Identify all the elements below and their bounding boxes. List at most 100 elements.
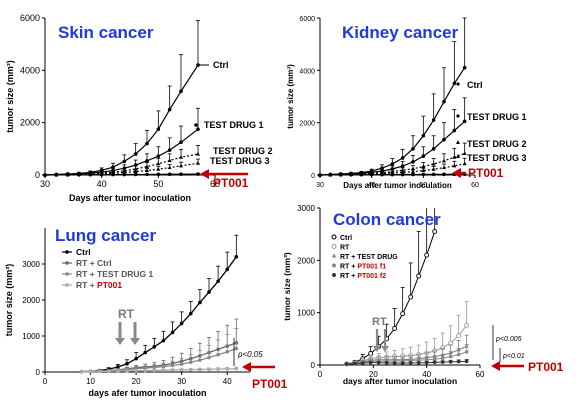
data-point (424, 252, 430, 258)
data-point (198, 367, 202, 372)
data-point (456, 333, 462, 339)
data-point (400, 172, 405, 177)
data-point (179, 89, 183, 94)
data-point (179, 172, 183, 177)
legend-marker (65, 250, 69, 254)
data-point (167, 148, 172, 152)
data-point (216, 279, 220, 284)
data-point (156, 161, 161, 166)
legend-label: RT (340, 245, 350, 252)
data-point (156, 127, 161, 132)
legend-marker (332, 273, 336, 277)
data-point (234, 346, 239, 351)
data-point (225, 367, 230, 371)
x-tick-label: 30 (316, 182, 324, 189)
data-point (152, 368, 157, 373)
rt-annotation: RT (118, 307, 135, 321)
y-tick-label: 0 (311, 361, 316, 370)
legend-label: Ctrl (340, 235, 352, 242)
legend-label-drug: PT001 f1 (357, 264, 386, 271)
label-marker (456, 114, 460, 118)
panel-title: Lung cancer (55, 226, 156, 245)
legend-label: Ctrl (76, 247, 91, 257)
y-tick-label: 6000 (20, 13, 40, 23)
data-point (161, 338, 166, 343)
pt001-label: PT001 (252, 377, 288, 391)
data-point (134, 368, 138, 373)
data-point (99, 172, 104, 177)
data-point (452, 128, 457, 133)
data-point (421, 172, 426, 177)
data-point (167, 158, 172, 163)
data-point (360, 361, 365, 365)
y-tick-label: 4000 (20, 65, 40, 75)
data-point (338, 173, 343, 177)
series-end-label: Ctrl (213, 60, 229, 70)
y-axis-label: tumor size (mm³) (282, 252, 292, 321)
x-tick-label: 20 (132, 377, 141, 386)
data-point (456, 352, 461, 357)
pt001-arrow-head (242, 362, 251, 372)
data-point (216, 352, 220, 357)
data-point (452, 155, 457, 159)
data-point (143, 366, 148, 370)
y-axis-label: tumor size (mm³) (4, 264, 14, 337)
data-point (416, 273, 422, 279)
skin-cancer-panel: 30 40 50 60 0 2000 4000 6000 Days after tumor in… (5, 13, 273, 203)
label-marker (456, 154, 460, 158)
p-value: p<0.05 (237, 350, 263, 359)
series-line (81, 347, 237, 373)
data-point (400, 311, 406, 317)
data-point (464, 322, 470, 328)
data-point (392, 325, 398, 331)
y-tick-label: 3000 (297, 204, 315, 213)
legend-marker (331, 234, 337, 240)
rt-arrow-head (373, 346, 381, 352)
y-axis-label: tumor size (mm³) (286, 64, 295, 129)
x-tick-label: 30 (40, 179, 50, 189)
data-point (400, 156, 405, 160)
data-point (207, 367, 211, 372)
panel-title: Colon cancer (333, 210, 441, 229)
data-point (392, 361, 397, 365)
legend-label: RT + PT001 (76, 280, 122, 290)
legend-label-prefix: RT + (76, 280, 97, 290)
data-point (161, 364, 166, 369)
data-point (432, 360, 437, 365)
data-point (97, 369, 102, 374)
data-point (440, 356, 445, 360)
data-point (143, 368, 148, 373)
data-point (156, 172, 161, 177)
data-point (225, 350, 230, 354)
data-point (207, 355, 211, 360)
series-end-label: Ctrl (467, 80, 483, 90)
y-axis-label: tumor size (mm³) (5, 60, 15, 133)
data-point (416, 358, 421, 363)
data-point (196, 127, 200, 132)
data-point (442, 137, 446, 142)
data-point (442, 172, 446, 177)
data-point (390, 162, 395, 166)
pt001-arrow-head (491, 361, 500, 371)
series-end-label: TEST DRUG 2 (213, 146, 273, 156)
data-point (122, 172, 127, 177)
data-point (456, 359, 461, 364)
x-axis-label: days afer tumor inoculation (88, 388, 206, 398)
panel-title: Kidney cancer (342, 23, 459, 42)
data-point (421, 168, 426, 173)
x-tick-label: 50 (419, 182, 427, 189)
data-point (462, 65, 467, 70)
y-tick-label: 6000 (299, 16, 315, 23)
data-point (431, 147, 436, 151)
panel-title: Skin cancer (58, 23, 154, 42)
series-line (346, 360, 467, 365)
x-tick-label: 0 (318, 370, 323, 379)
data-point (344, 362, 349, 366)
data-point (421, 154, 426, 158)
colon-cancer-panel: 0 20 40 60 0 1000 2000 3000 days after tumor ino… (282, 204, 564, 386)
data-point (145, 141, 149, 146)
data-point (408, 361, 413, 365)
series-line (44, 153, 199, 176)
data-point (384, 361, 389, 365)
